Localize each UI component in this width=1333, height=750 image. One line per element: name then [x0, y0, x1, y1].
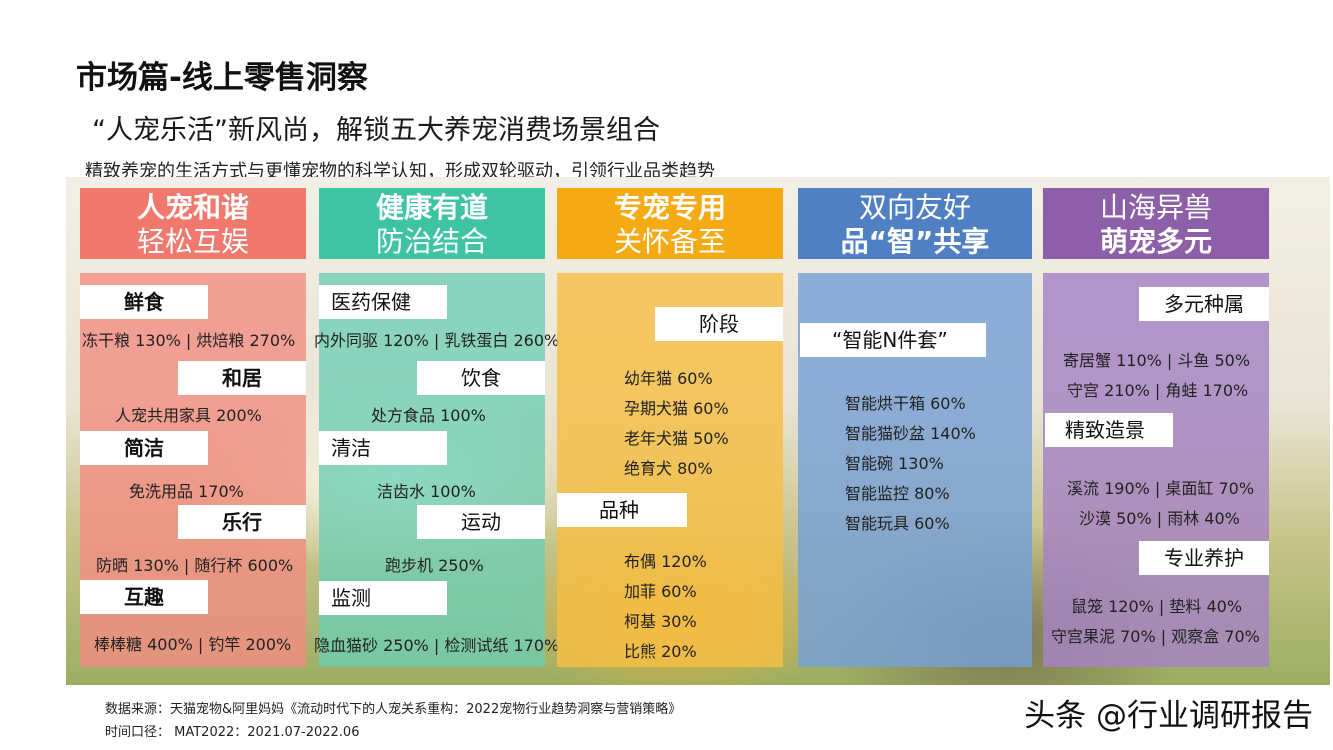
section-stat: 老年犬猫 50%: [624, 429, 729, 448]
page-description: 精致养宠的生活方式与更懂宠物的科学认知，形成双轮驱动，引领行业品类趋势: [85, 161, 715, 182]
page-subtitle: “人宠乐活”新风尚，解锁五大养宠消费场景组合: [92, 115, 660, 146]
column-panel: 阶段 幼年猫 60% 孕期犬猫 60% 老年犬猫 50% 绝育犬 80% 品种 …: [557, 273, 783, 667]
watermark: 头条 @行业调研报告: [1024, 698, 1313, 734]
section-stat: 鼠笼 120% | 垫料 40%: [1071, 597, 1243, 616]
section-label: 运动: [417, 505, 545, 539]
section-stat: 人宠共用家具 200%: [115, 406, 262, 425]
column-header-line1: 专宠专用: [613, 191, 726, 224]
section-stat: 智能玩具 60%: [845, 514, 950, 533]
section-stat: 绝育犬 80%: [624, 459, 713, 478]
column-header: 双向友好 品“智”共享: [798, 188, 1032, 259]
column-header-line2: 轻松互娱: [136, 225, 249, 258]
section-stat: 跑步机 250%: [385, 556, 484, 575]
column-header-line1: 健康有道: [375, 191, 488, 224]
section-stat: 沙漠 50% | 雨林 40%: [1079, 509, 1240, 528]
section-stat: 处方食品 100%: [371, 406, 486, 425]
section-label: “智能N件套”: [800, 323, 986, 357]
section-stat: 孕期犬猫 60%: [624, 399, 729, 418]
section-stat: 智能碗 130%: [845, 454, 944, 473]
column-header: 人宠和谐 轻松互娱: [80, 188, 306, 259]
section-stat: 智能烘干箱 60%: [845, 394, 966, 413]
column-header-line2: 防治结合: [375, 225, 488, 258]
section-stat: 溪流 190% | 桌面缸 70%: [1067, 479, 1255, 498]
column-header: 山海异兽 萌宠多元: [1043, 188, 1269, 259]
column-header-line1: 人宠和谐: [136, 191, 249, 224]
section-label: 医药保健: [319, 285, 447, 319]
section-stat: 布偶 120%: [624, 552, 707, 571]
column-header-line2: 萌宠多元: [1099, 225, 1212, 258]
column-header: 健康有道 防治结合: [319, 188, 545, 259]
column-header-line1: 双向友好: [858, 191, 971, 224]
section-stat: 比熊 20%: [624, 642, 697, 661]
column-panel: 医药保健 内外同驱 120% | 乳铁蛋白 260% 饮食 处方食品 100% …: [314, 273, 559, 667]
section-stat: 智能监控 80%: [845, 484, 950, 503]
column-panel: “智能N件套” 智能烘干箱 60% 智能猫砂盆 140% 智能碗 130% 智能…: [798, 273, 1032, 667]
section-stat: 防晒 130% | 随行杯 600%: [96, 556, 294, 575]
section-stat: 守宫果泥 70% | 观察盒 70%: [1051, 627, 1260, 646]
section-label: 阶段: [655, 307, 783, 341]
section-stat: 加菲 60%: [624, 582, 697, 601]
column-panel: 鲜食 冻干粮 130% | 烘焙粮 270% 和居 人宠共用家具 200% 简洁…: [80, 273, 306, 667]
section-label: 简洁: [80, 431, 208, 465]
section-label: 品种: [557, 493, 687, 527]
section-stat: 冻干粮 130% | 烘焙粮 270%: [82, 331, 296, 350]
section-label: 清洁: [319, 431, 447, 465]
column-panel: 多元种属 寄居蟹 110% | 斗鱼 50% 守宫 210% | 角蛙 170%…: [1043, 273, 1269, 667]
section-label: 和居: [178, 361, 306, 395]
section-stat: 内外同驱 120% | 乳铁蛋白 260%: [314, 331, 560, 350]
section-label: 乐行: [178, 505, 306, 539]
column-header-line2: 品“智”共享: [840, 225, 990, 258]
section-label: 监测: [319, 581, 447, 615]
data-source: 数据来源：天猫宠物&阿里妈妈《流动时代下的人宠关系重构：2022宠物行业趋势洞察…: [105, 702, 682, 717]
section-label: 精致造景: [1045, 413, 1173, 447]
section-stat: 隐血猫砂 250% | 检测试纸 170%: [314, 636, 560, 655]
section-label: 多元种属: [1139, 287, 1269, 321]
page-title: 市场篇-线上零售洞察: [76, 60, 368, 96]
section-stat: 柯基 30%: [624, 612, 697, 631]
column-header-line1: 山海异兽: [1099, 191, 1212, 224]
section-stat: 智能猫砂盆 140%: [845, 424, 976, 443]
section-stat: 守宫 210% | 角蛙 170%: [1067, 381, 1249, 400]
section-stat: 幼年猫 60%: [624, 369, 713, 388]
column-header-line2: 关怀备至: [613, 225, 726, 258]
section-stat: 免洗用品 170%: [129, 482, 244, 501]
column-header: 专宠专用 关怀备至: [557, 188, 783, 259]
section-label: 饮食: [417, 361, 545, 395]
section-stat: 棒棒糖 400% | 钓竿 200%: [94, 635, 292, 654]
section-label: 互趣: [80, 580, 208, 614]
section-stat: 寄居蟹 110% | 斗鱼 50%: [1063, 351, 1251, 370]
section-label: 鲜食: [80, 285, 208, 319]
section-stat: 洁齿水 100%: [377, 482, 476, 501]
time-period: 时间口径： MAT2022：2021.07-2022.06: [105, 725, 360, 740]
section-label: 专业养护: [1139, 541, 1269, 575]
